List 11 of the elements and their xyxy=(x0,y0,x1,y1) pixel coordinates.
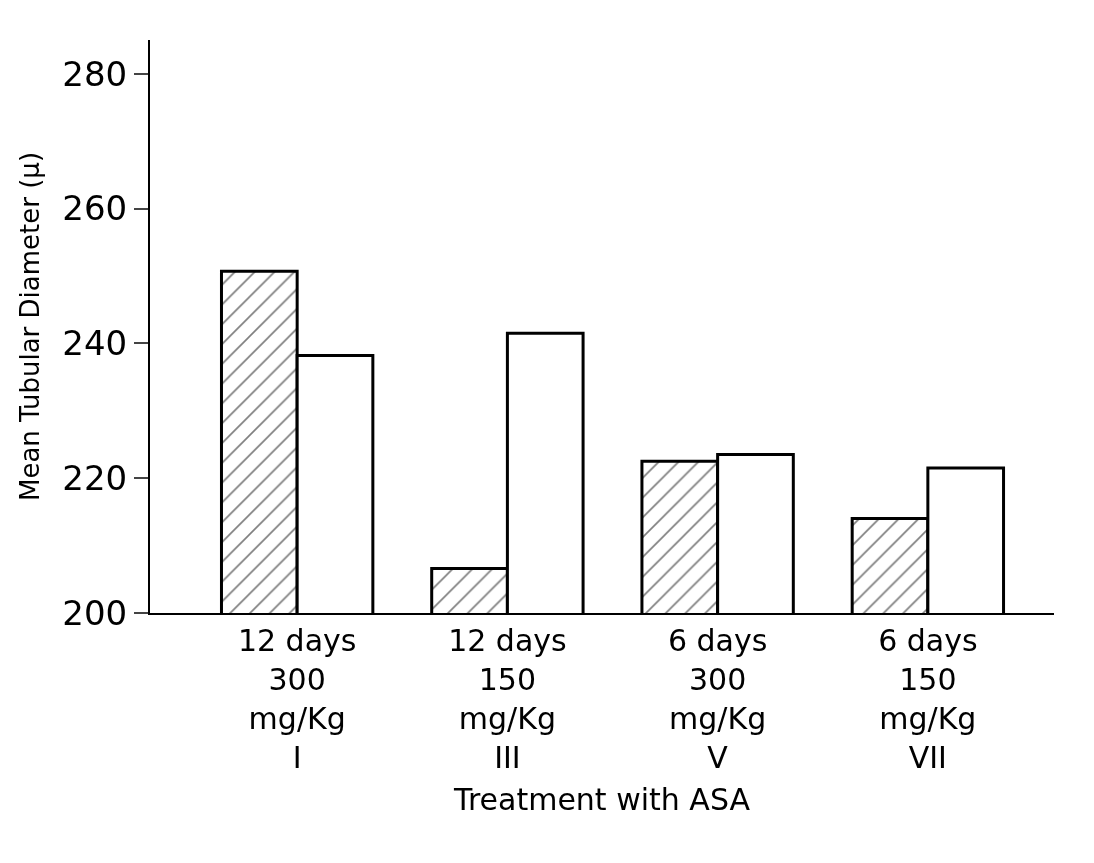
y-tick-label: 240 xyxy=(62,323,128,364)
y-tick-label: 200 xyxy=(62,592,128,633)
y-axis-title: Mean Tubular Diameter (μ) xyxy=(15,151,46,502)
x-tick-label: 6 days 300 mg/Kg V xyxy=(667,623,768,775)
x-axis-title: Treatment with ASA xyxy=(452,782,751,817)
x-tick-label: 6 days 150 mg/Kg VII xyxy=(878,623,978,775)
y-tick-label: 280 xyxy=(62,53,128,94)
y-tick-label: 260 xyxy=(62,188,128,229)
x-tick-label: 12 days 300 mg/Kg I xyxy=(237,623,357,775)
y-tick-label: 220 xyxy=(62,458,128,499)
x-tick-label: 12 days 150 mg/Kg III xyxy=(448,623,567,775)
